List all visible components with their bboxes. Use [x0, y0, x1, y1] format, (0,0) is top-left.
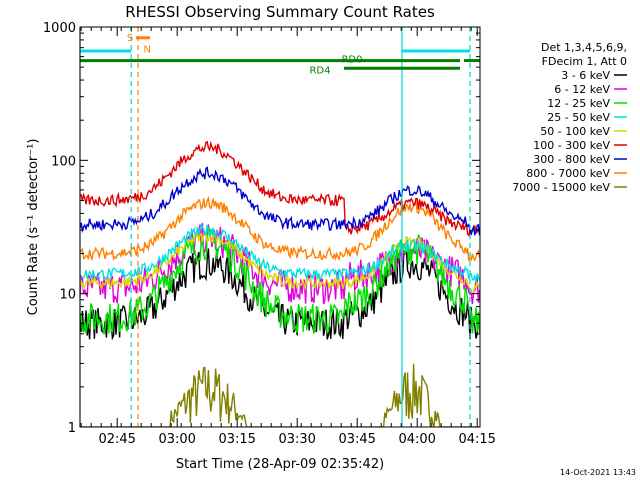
- x-tick-label: 03:15: [218, 432, 255, 447]
- series-line: [80, 140, 480, 237]
- series-line: [80, 166, 480, 237]
- x-tick-label: 03:45: [338, 432, 375, 447]
- x-axis: 02:45 03:00 03:15 03:30 03:45 04:00 04:15: [80, 27, 496, 447]
- flag-bar-label: RD4: [309, 65, 330, 76]
- legend-label: 800 - 7000 keV: [526, 167, 610, 180]
- flag-bar-label: S: [127, 33, 133, 44]
- series-line: [80, 195, 480, 262]
- annotation-layer: SN RD0 RD4: [79, 27, 480, 427]
- series-line: [80, 231, 480, 294]
- series-line: [80, 223, 480, 284]
- y-tick-label: 100: [51, 154, 76, 169]
- y-tick-label: 1: [68, 421, 76, 436]
- y-tick-label: 1000: [43, 21, 76, 36]
- x-tick-label: 03:00: [158, 432, 195, 447]
- x-axis-label: Start Time (28-Apr-09 02:35:42): [176, 457, 384, 472]
- legend-label: 6 - 12 keV: [554, 83, 610, 96]
- series-line: [80, 225, 480, 335]
- flag-bar-label: RD0: [341, 55, 362, 66]
- series-curves: [80, 140, 480, 427]
- legend-label: 50 - 100 keV: [540, 125, 610, 138]
- legend-label: 3 - 6 keV: [561, 69, 610, 82]
- series-line: [80, 222, 480, 305]
- flag-bar-label: N: [143, 45, 150, 56]
- y-tick-label: 10: [59, 288, 76, 303]
- x-tick-label: 03:30: [278, 432, 315, 447]
- y-axis: 1 10 100 1000: [43, 21, 480, 436]
- footer-timestamp: 14-Oct-2021 13:43: [560, 468, 636, 477]
- y-axis-label: Count Rate (s⁻¹ detector⁻¹): [26, 139, 41, 316]
- legend-label: 25 - 50 keV: [547, 111, 610, 124]
- legend: Det 1,3,4,5,6,9,FDecim 1, Att 03 - 6 keV…: [512, 41, 627, 194]
- legend-label: 7000 - 15000 keV: [512, 181, 610, 194]
- plot-frame: [79, 26, 481, 428]
- x-tick-label: 04:15: [458, 432, 495, 447]
- legend-header: Det 1,3,4,5,6,9,: [541, 41, 627, 54]
- legend-label: 100 - 300 keV: [533, 139, 610, 152]
- x-tick-label: 02:45: [98, 432, 135, 447]
- legend-header: FDecim 1, Att 0: [542, 55, 627, 68]
- legend-label: 300 - 800 keV: [533, 153, 610, 166]
- chart-title: RHESSI Observing Summary Count Rates: [125, 3, 435, 21]
- x-tick-label: 04:00: [398, 432, 435, 447]
- series-line: [80, 363, 480, 427]
- legend-label: 12 - 25 keV: [547, 97, 610, 110]
